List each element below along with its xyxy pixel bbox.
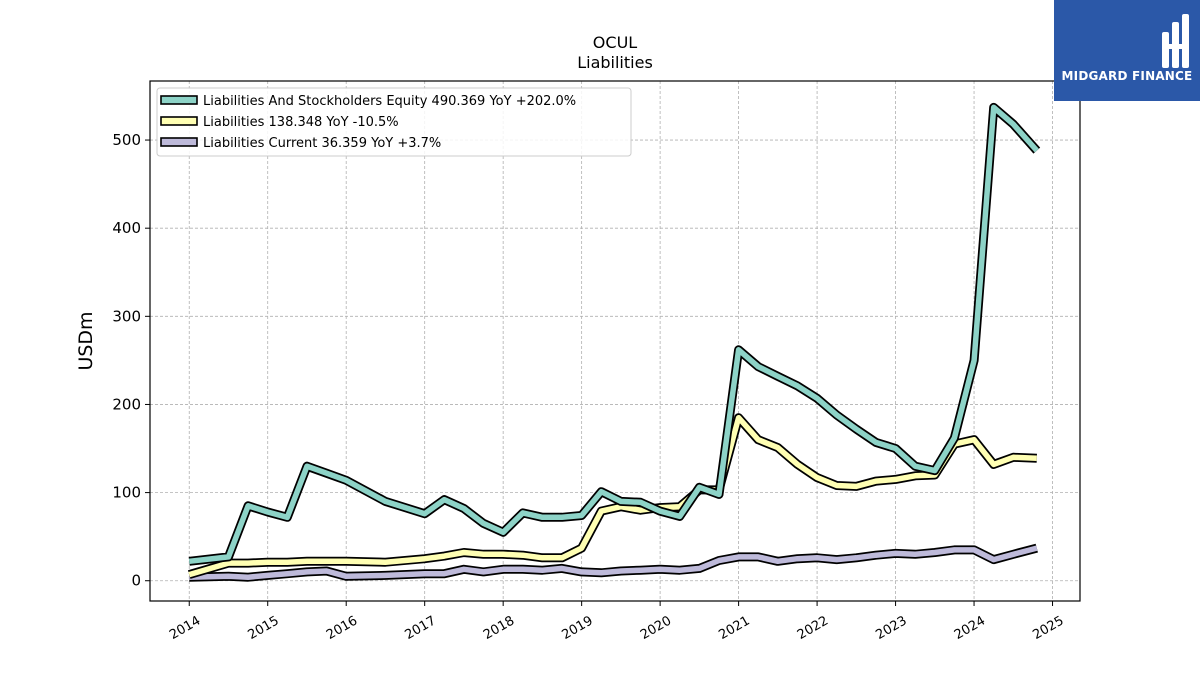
legend-entry: Liabilities 138.348 YoY -10.5% (203, 115, 399, 130)
y-tick-label: 400 (112, 219, 141, 237)
series-line (188, 104, 1039, 565)
series-liabilities-current (189, 543, 1038, 582)
x-tick-label: 2019 (559, 613, 595, 643)
legend-entry: Liabilities And Stockholders Equity 490.… (203, 94, 576, 109)
series-liabilities (187, 413, 1037, 579)
x-tick-label: 2017 (403, 613, 439, 643)
grid (150, 81, 1080, 601)
chart-title: OCUL (593, 33, 637, 52)
x-tick-label: 2014 (167, 613, 203, 643)
x-tick-label: 2018 (481, 613, 517, 643)
x-tick-label: 2022 (795, 613, 831, 643)
legend-swatch (160, 116, 198, 126)
x-tick-label: 2024 (952, 613, 988, 643)
logo-text: MIDGARD FINANCE (1061, 69, 1193, 83)
x-tick-label: 2020 (638, 613, 674, 643)
legend-swatch (160, 137, 198, 147)
legend-box (156, 87, 632, 157)
x-tick-label: 2015 (246, 613, 282, 643)
x-tick-label: 2021 (716, 613, 752, 643)
y-tick-label: 300 (112, 307, 141, 325)
y-tick-label: 0 (131, 572, 141, 590)
y-tick-label: 100 (112, 484, 141, 502)
brand-logo: MIDGARD FINANCE (1054, 0, 1200, 101)
legend: Liabilities And Stockholders Equity 490.… (156, 87, 632, 157)
series-line-outline (188, 102, 1041, 566)
series-line (188, 414, 1037, 578)
legend-swatch (160, 95, 198, 105)
legend-entry: Liabilities Current 36.359 YoY +3.7% (203, 136, 441, 151)
series-liabilities-and-stockholders-equity (188, 102, 1041, 566)
chart-subtitle: Liabilities (577, 53, 653, 72)
logo-mark-icon (1162, 14, 1189, 68)
series-line (189, 545, 1038, 580)
x-tick-label: 2025 (1030, 613, 1066, 643)
plot-frame (149, 80, 1081, 602)
x-tick-label: 2016 (324, 613, 360, 643)
series-layer (187, 102, 1041, 582)
y-tick-label: 500 (112, 131, 141, 149)
x-tick-label: 2023 (873, 613, 909, 643)
y-axis-label: USDm (75, 311, 97, 370)
y-tick-label: 200 (112, 395, 141, 413)
